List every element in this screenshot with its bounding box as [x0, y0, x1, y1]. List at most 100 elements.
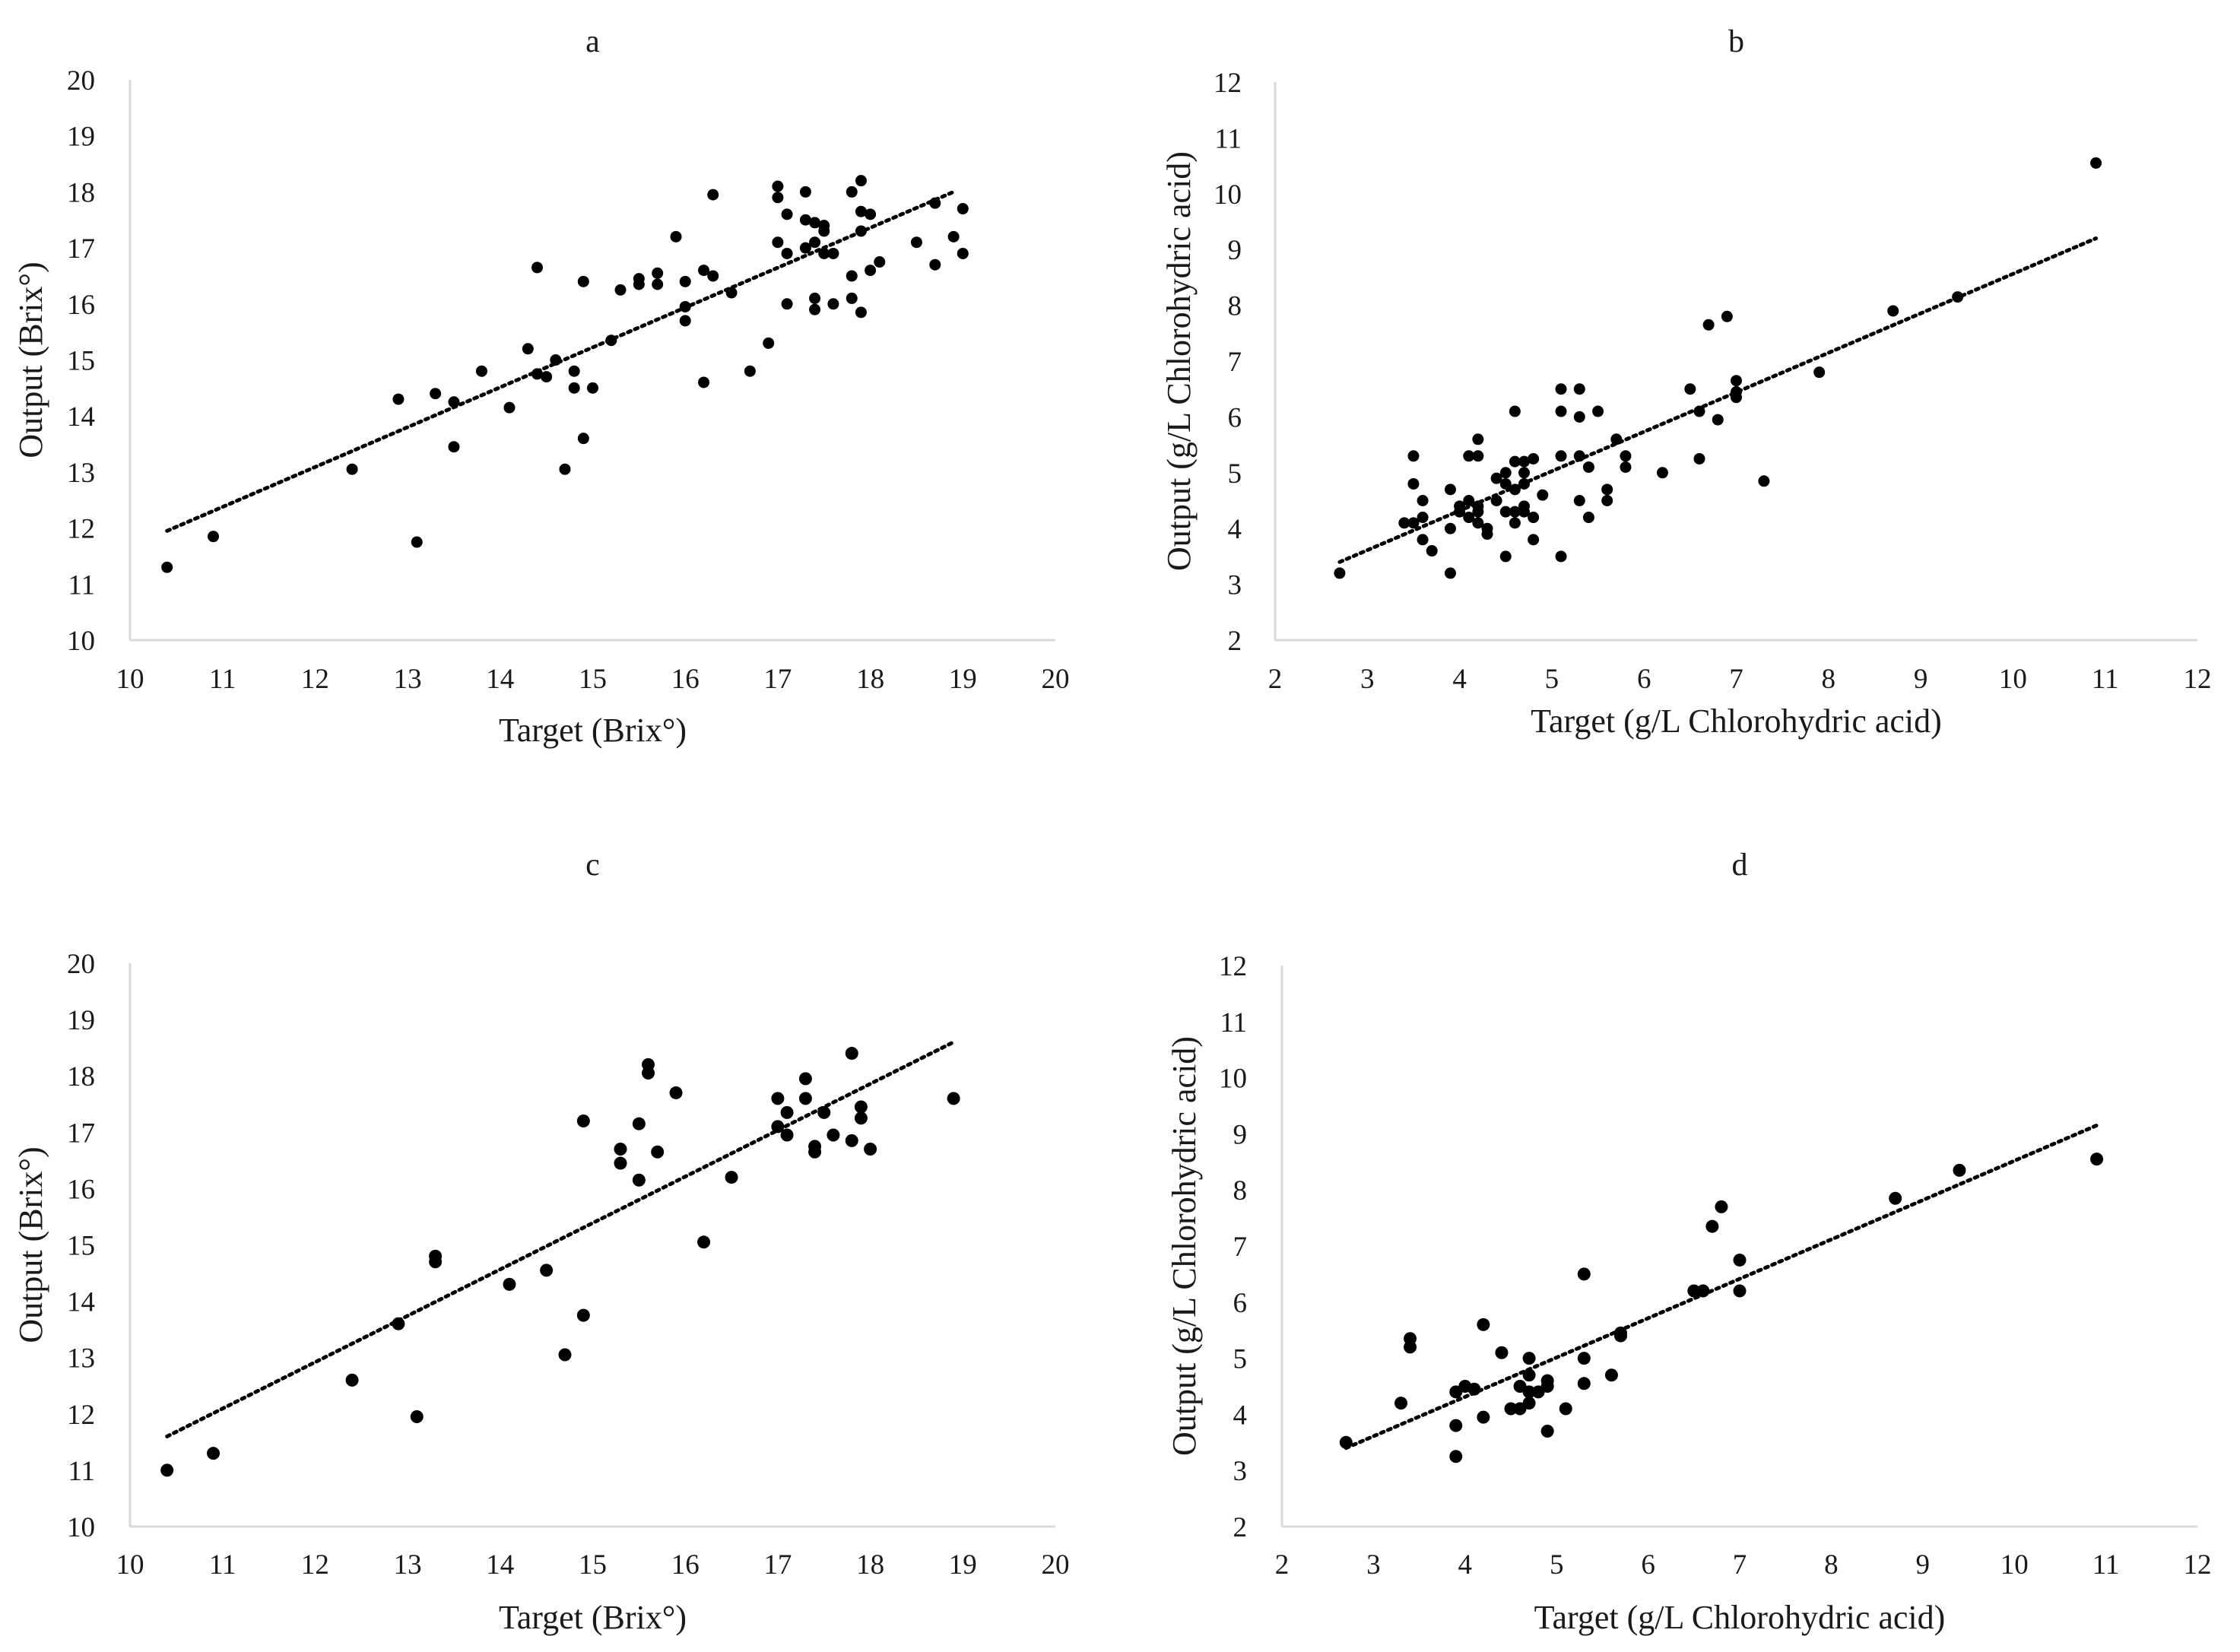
data-point — [2090, 157, 2102, 169]
data-point — [1582, 512, 1594, 524]
x-tick-label: 14 — [486, 664, 514, 695]
data-point — [1721, 310, 1733, 322]
y-tick-label: 2 — [1233, 1512, 1248, 1543]
data-point — [632, 1117, 646, 1130]
data-point — [1444, 567, 1456, 579]
data-point — [818, 247, 830, 259]
x-tick-label: 18 — [856, 1549, 884, 1581]
y-tick-label: 2 — [1228, 626, 1242, 657]
data-point — [1693, 405, 1705, 417]
chart-panel-b: b Target (g/L Chlorohydric acid) Output … — [1160, 24, 2212, 740]
data-point — [845, 1047, 858, 1061]
data-point — [1555, 450, 1567, 462]
data-point — [1463, 450, 1475, 462]
data-point — [1518, 477, 1531, 490]
data-point — [846, 185, 858, 198]
data-point — [208, 531, 220, 543]
data-point — [503, 401, 516, 414]
data-point — [1518, 506, 1531, 518]
y-axis-label: Output (g/L Chlorohydric acid) — [1166, 1036, 1203, 1456]
data-point — [1417, 512, 1429, 524]
data-point — [1559, 1402, 1572, 1416]
data-point — [1573, 411, 1585, 423]
data-point — [1339, 1435, 1353, 1449]
y-tick-label: 11 — [68, 1456, 95, 1487]
y-tick-label: 14 — [67, 401, 95, 433]
data-point — [780, 1105, 794, 1119]
data-point — [1449, 1419, 1463, 1432]
y-tick-label: 3 — [1233, 1456, 1248, 1487]
y-tick-label: 11 — [1220, 1007, 1247, 1038]
data-point — [771, 1092, 785, 1105]
data-point — [345, 1373, 359, 1387]
data-point — [475, 365, 487, 377]
data-point — [651, 1145, 665, 1159]
data-point — [1495, 1346, 1509, 1359]
y-tick-label: 12 — [67, 514, 95, 545]
x-tick-label: 10 — [2000, 1549, 2029, 1581]
x-tick-label: 10 — [116, 664, 144, 695]
data-point — [1454, 500, 1466, 512]
trendline — [1337, 236, 2099, 564]
y-tick-label: 5 — [1233, 1344, 1248, 1375]
y-tick-label: 6 — [1228, 402, 1242, 433]
data-point — [531, 262, 543, 274]
y-tick-label: 12 — [1214, 68, 1242, 99]
data-point — [1758, 475, 1770, 487]
y-tick-label: 7 — [1228, 347, 1242, 378]
y-tick-label: 20 — [67, 65, 95, 97]
data-point — [1522, 1368, 1536, 1382]
data-point — [947, 230, 960, 243]
x-tick-label: 15 — [579, 1549, 607, 1581]
data-point — [1555, 405, 1567, 417]
data-point — [1518, 455, 1531, 468]
data-point — [411, 536, 423, 548]
x-axis-label: Target (Brix°) — [499, 712, 687, 749]
data-point — [809, 217, 821, 229]
data-point — [392, 1317, 405, 1330]
y-tick-label: 13 — [67, 1343, 95, 1375]
data-point — [1472, 506, 1484, 518]
x-tick-label: 17 — [763, 664, 792, 695]
data-point — [576, 1114, 590, 1127]
data-point — [1953, 1163, 1966, 1177]
data-point — [1687, 1284, 1701, 1298]
data-point — [1656, 467, 1668, 479]
data-point — [854, 1100, 868, 1114]
data-point — [781, 247, 793, 259]
data-point — [1463, 495, 1475, 506]
x-tick-label: 7 — [1729, 664, 1743, 695]
x-tick-label: 3 — [1360, 664, 1375, 695]
data-point — [1407, 450, 1420, 462]
x-tick-label: 3 — [1366, 1549, 1381, 1581]
chart-panel-d: d Target (g/L Chlorohydric acid) Output … — [1166, 848, 2212, 1636]
data-point — [448, 441, 460, 453]
y-tick-label: 10 — [1214, 179, 1242, 211]
data-point — [1889, 1191, 1902, 1205]
data-point — [448, 396, 460, 408]
data-point — [698, 376, 710, 388]
data-point — [160, 1463, 174, 1477]
y-tick-label: 16 — [67, 1174, 95, 1205]
data-point — [587, 382, 598, 394]
data-point — [1426, 545, 1438, 557]
data-point — [207, 1447, 221, 1460]
y-tick-label: 8 — [1233, 1175, 1248, 1206]
data-point — [1555, 550, 1567, 563]
data-point — [929, 197, 941, 209]
data-point — [697, 1235, 711, 1249]
x-tick-label: 13 — [394, 664, 422, 695]
data-point — [577, 433, 589, 445]
data-point — [2090, 1153, 2104, 1166]
data-point — [1518, 467, 1531, 479]
data-point — [1477, 1410, 1490, 1424]
data-point — [1490, 472, 1502, 484]
x-tick-label: 9 — [1916, 1549, 1931, 1581]
y-tick-label: 19 — [67, 1005, 95, 1036]
data-point — [1509, 484, 1521, 496]
data-point — [410, 1410, 424, 1424]
data-point — [1449, 1450, 1463, 1463]
y-axis-label: Output (Brix°) — [12, 1146, 49, 1343]
x-axis-label: Target (g/L Chlorohydric acid) — [1531, 702, 1942, 740]
x-tick-label: 18 — [856, 664, 884, 695]
